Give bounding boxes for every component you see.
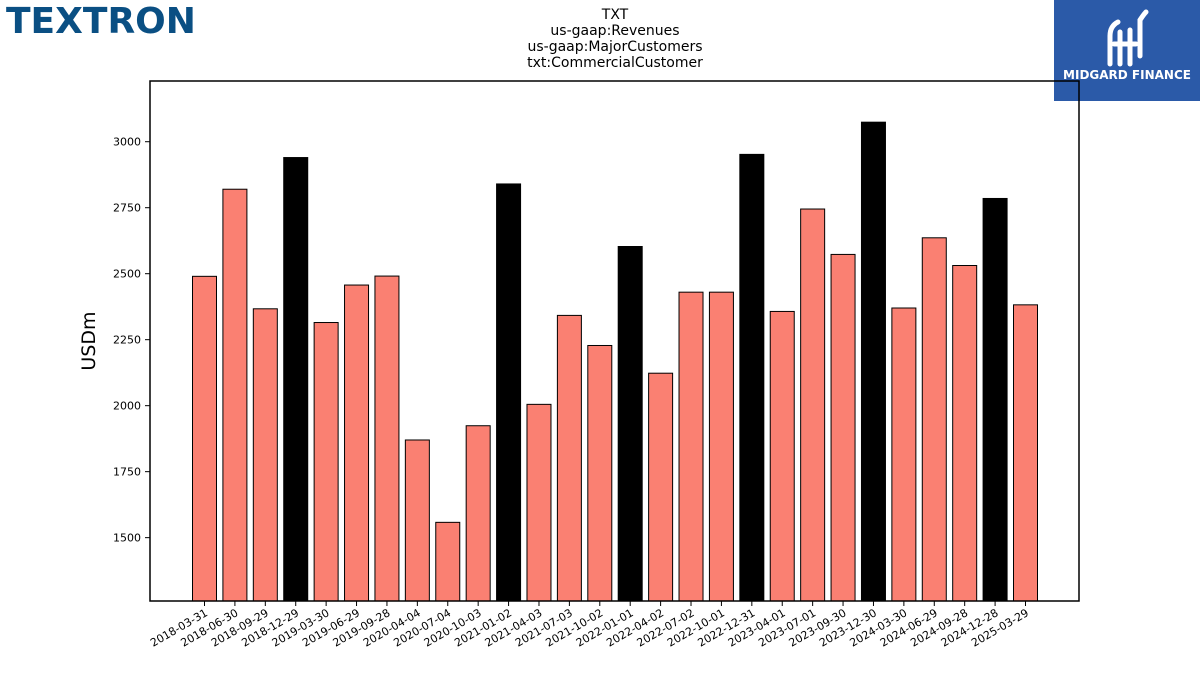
midgard-mark-icon [1107,9,1149,67]
bar [830,253,856,602]
bar [952,265,978,602]
bar [921,237,947,602]
midgard-finance-logo: MIDGARD FINANCE [1054,0,1200,101]
bar [526,403,552,602]
y-tick-label: 3000 [113,136,141,149]
bar [465,425,491,602]
partner-logo-text: MIDGARD FINANCE [1063,68,1191,82]
bar [404,439,430,602]
bar [678,291,704,602]
bar [648,372,674,602]
bar [982,197,1008,602]
y-tick-label: 1500 [113,532,141,545]
y-tick-label: 1750 [113,466,141,479]
bar [800,208,826,602]
bar [708,291,734,602]
bar [496,183,522,602]
bar [769,310,795,602]
bar [192,275,217,602]
y-tick-label: 2250 [113,334,141,347]
bar [617,246,643,602]
bar [739,153,765,602]
textron-logo: TEXTRON [6,1,196,42]
chart-title-line: TXT [601,7,629,23]
bar [556,314,582,602]
bar [860,121,886,602]
chart-title-line: us-gaap:Revenues [550,23,680,39]
bar [435,521,461,602]
chart-title: TXT us-gaap:Revenues us-gaap:MajorCustom… [415,7,815,71]
bar [283,157,309,602]
bar [587,344,613,602]
bar [1013,304,1038,602]
y-tick-label: 2500 [113,268,141,281]
bar [313,322,339,602]
y-axis-label: USDm [78,311,100,370]
bar [374,275,400,602]
y-tick-label: 2000 [113,400,141,413]
bar [344,284,370,602]
chart-title-line: us-gaap:MajorCustomers [527,39,703,55]
bar [891,307,917,602]
bar [222,188,248,602]
plot-frame [149,80,1080,602]
y-tick-label: 2750 [113,202,141,215]
bar [252,308,278,602]
chart-title-line: txt:CommercialCustomer [527,55,703,71]
